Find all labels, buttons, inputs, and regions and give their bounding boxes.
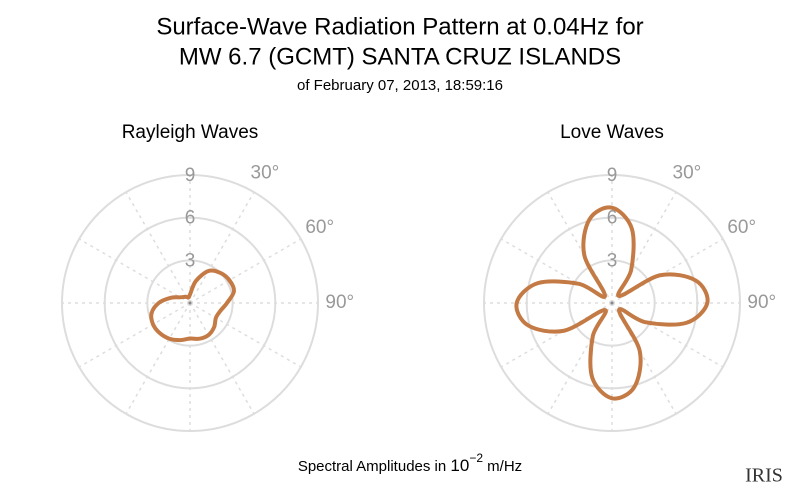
spoke-grid-line [78, 238, 191, 304]
ring-grid-line [146, 259, 234, 347]
r-tick-label: 9 [607, 165, 618, 186]
title-line: MW 6.7 (GCMT) SANTA CRUZ ISLANDS [179, 43, 621, 70]
ring-grid-line [61, 174, 319, 432]
title-line: Surface-Wave Radiation Pattern at 0.04Hz… [156, 13, 643, 40]
spoke-grid-line [189, 191, 255, 304]
logo: IRIS [745, 465, 783, 487]
spoke-grid-line [189, 302, 302, 368]
panel-title: Love Waves [560, 122, 664, 143]
r-tick-label: 6 [607, 208, 618, 229]
theta-tick-label: 90° [325, 292, 354, 313]
theta-tick-label: 30° [251, 162, 280, 183]
spoke-grid-line [125, 191, 191, 304]
footer-text: Spectral Amplitudes in [298, 458, 451, 475]
ring-grid-line [568, 259, 656, 347]
r-tick-label: 9 [185, 165, 196, 186]
ring-grid-line [103, 216, 277, 390]
ring-grid-line [525, 216, 699, 390]
spoke-grid-line [189, 302, 255, 415]
footer-exponent: −2 [469, 451, 483, 465]
ring-grid-line [483, 174, 741, 432]
footer: Spectral Amplitudes in 10−2 m/Hz [298, 451, 522, 475]
panel-title: Rayleigh Waves [122, 122, 259, 143]
radiation-curve [149, 268, 236, 343]
theta-tick-label: 30° [673, 162, 702, 183]
theta-tick-label: 90° [747, 292, 776, 313]
footer-unit: m/Hz [483, 458, 522, 475]
center-dot [610, 301, 614, 305]
radiation-curve [514, 205, 710, 401]
subtitle: of February 07, 2013, 18:59:16 [297, 77, 503, 94]
r-tick-label: 6 [185, 208, 196, 229]
r-tick-label: 3 [607, 250, 618, 271]
spoke-grid-line [78, 302, 191, 368]
theta-tick-label: 60° [305, 217, 334, 238]
spoke-grid-line [189, 238, 302, 304]
r-tick-label: 3 [185, 250, 196, 271]
center-dot [188, 301, 192, 305]
theta-tick-label: 60° [727, 217, 756, 238]
spoke-grid-line [125, 302, 191, 415]
footer-base: 10 [450, 456, 469, 475]
